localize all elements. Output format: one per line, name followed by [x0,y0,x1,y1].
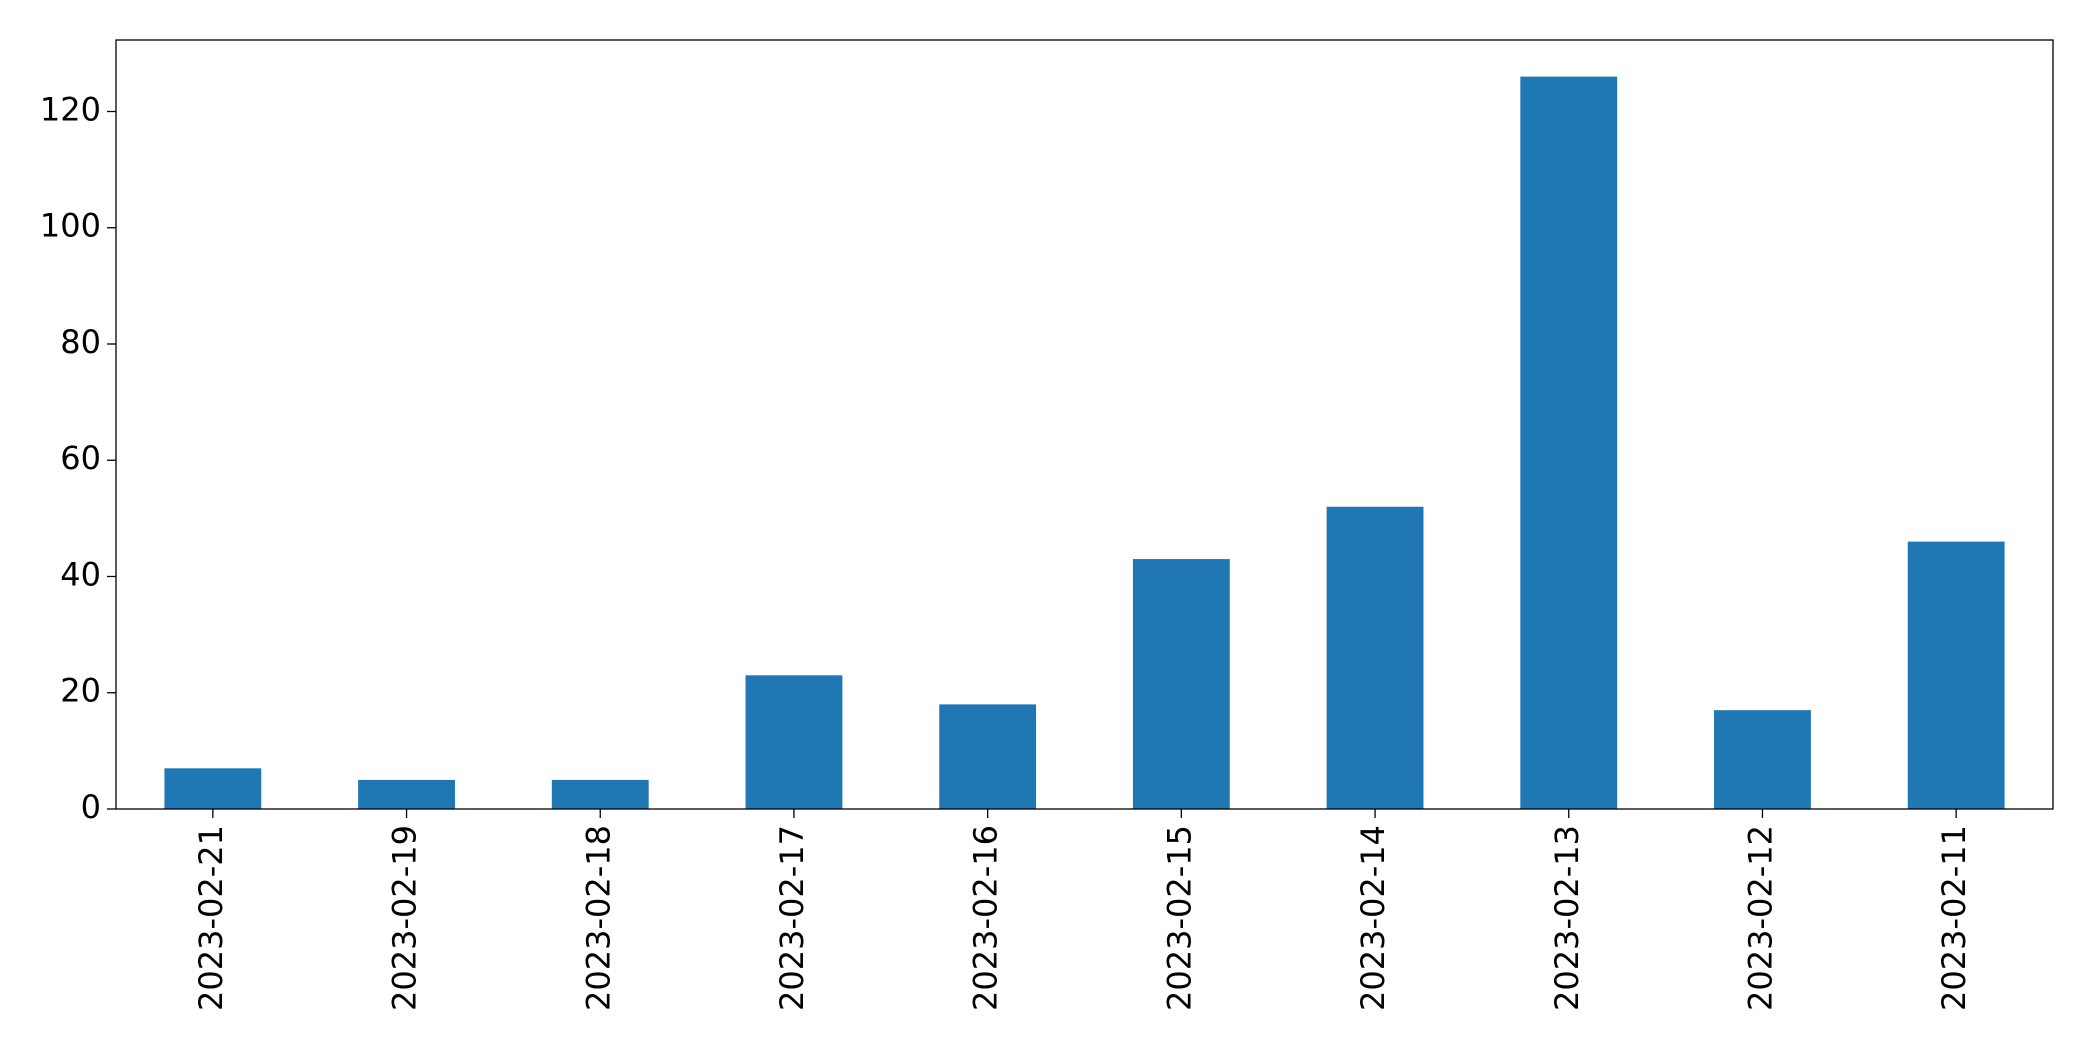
x-tick-label: 2023-02-17 [773,825,811,1011]
plot-frame [115,39,2054,810]
x-tick-label: 2023-02-14 [1354,825,1392,1011]
y-tick-label: 100 [40,207,101,245]
bar [745,675,843,809]
bar [164,768,262,809]
bar [1326,506,1424,809]
bar [1714,710,1811,809]
bar [1520,76,1618,810]
bar [939,704,1037,809]
bar [551,779,649,809]
y-tick-label: 40 [60,555,101,593]
y-tick-label: 80 [60,323,101,361]
bar [358,779,455,809]
y-tick-label: 20 [60,672,101,710]
x-tick-label: 2023-02-19 [386,825,424,1011]
y-tick-label: 0 [81,788,101,826]
bar [1132,559,1230,809]
x-tick-label: 2023-02-18 [579,825,617,1011]
y-tick-label: 120 [40,90,101,128]
x-tick-label: 2023-02-15 [1160,825,1198,1011]
x-tick-label: 2023-02-11 [1935,825,1973,1011]
x-tick-label: 2023-02-12 [1741,825,1779,1011]
x-tick-label: 2023-02-13 [1548,825,1586,1011]
x-tick-label: 2023-02-16 [967,825,1005,1011]
bar [1907,541,2005,809]
x-tick-label: 2023-02-21 [192,825,230,1011]
y-tick-label: 60 [60,439,101,477]
